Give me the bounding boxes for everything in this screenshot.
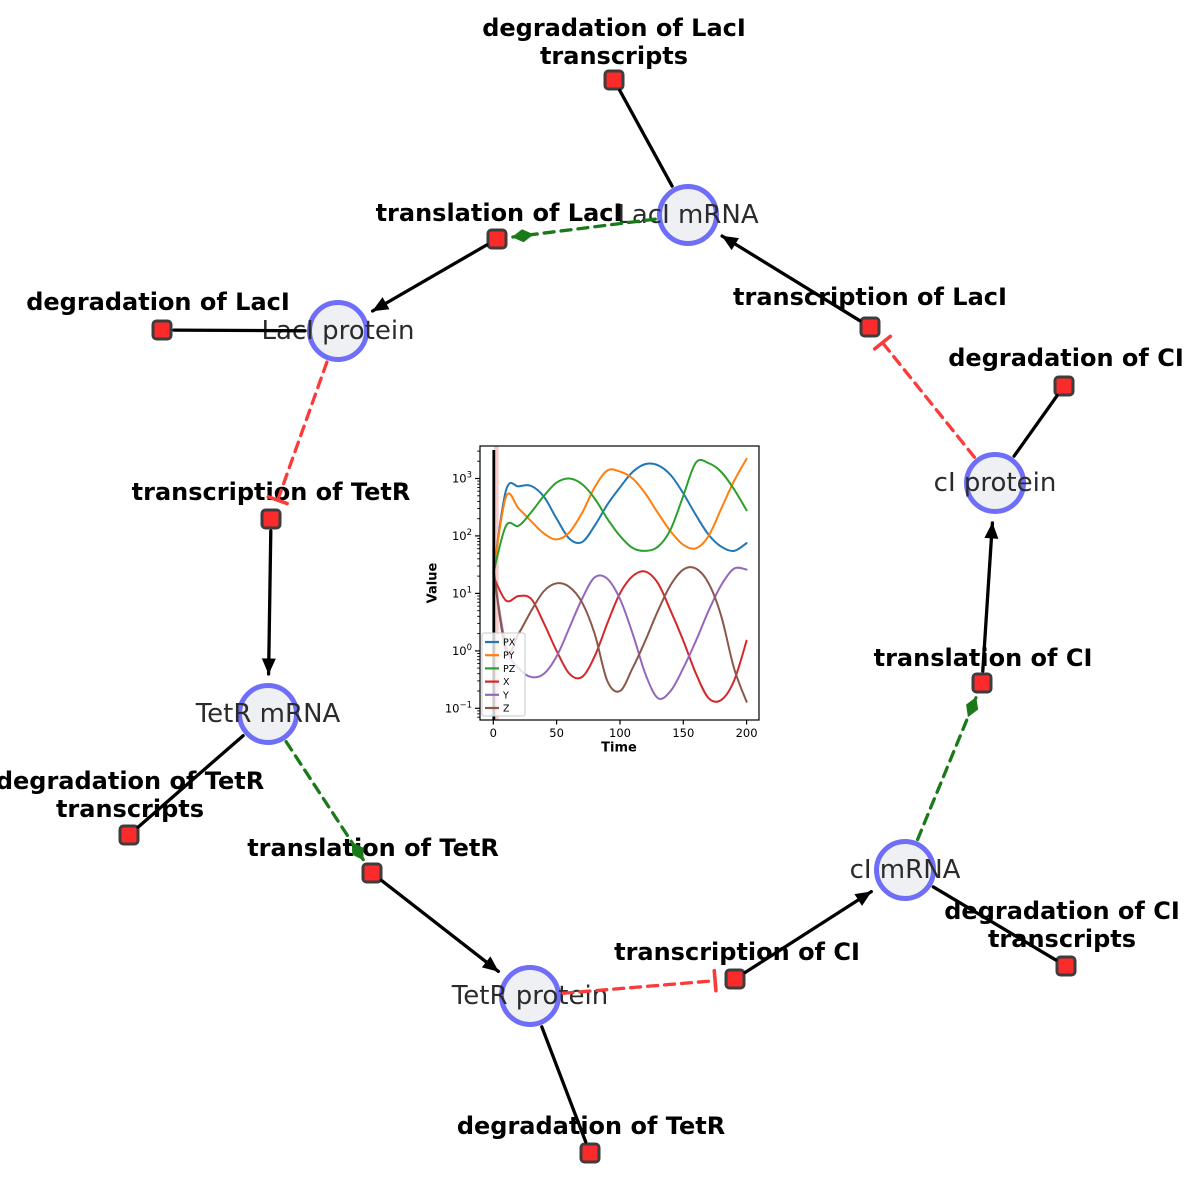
reaction-node-transl-tetR bbox=[361, 862, 383, 884]
reaction-node-deg-lacI bbox=[151, 319, 173, 341]
reaction-label-transl-lacI: translation of LacI bbox=[375, 199, 623, 227]
reaction-node-transl-lacI bbox=[486, 228, 508, 250]
reaction-label-transc-lacI: transcription of LacI bbox=[733, 283, 1007, 311]
legend-label-Y: Y bbox=[502, 690, 509, 701]
reaction-label-deg-cI: degradation of CI bbox=[948, 344, 1184, 372]
series-PY bbox=[492, 457, 748, 575]
y-axis-label: Value bbox=[425, 562, 441, 604]
legend-label-X: X bbox=[503, 677, 510, 688]
species-label-cI-mRNA: cI mRNA bbox=[849, 855, 961, 885]
species-node-lacI-mRNA bbox=[657, 184, 719, 246]
species-label-lacI-prot: LacI protein bbox=[261, 316, 415, 346]
reaction-node-deg-cI bbox=[1053, 375, 1075, 397]
reaction-label-transc-cI: transcription of CI bbox=[614, 938, 860, 966]
reaction-label-deg-cI-tr: transcripts bbox=[987, 925, 1137, 953]
reaction-label-deg-tetR-tr: transcripts bbox=[55, 795, 205, 823]
reaction-node-transl-cI bbox=[971, 672, 993, 694]
series-Z bbox=[492, 566, 748, 703]
y-tick-label: 102 bbox=[452, 528, 472, 543]
reaction-node-deg-lacI-tr bbox=[603, 69, 625, 91]
x-tick-label: 200 bbox=[736, 726, 758, 740]
species-label-cI-prot: cI protein bbox=[933, 468, 1057, 498]
legend-label-PZ: PZ bbox=[503, 664, 516, 675]
series-PX bbox=[492, 462, 748, 575]
x-tick-label: 150 bbox=[672, 726, 694, 740]
reaction-label-deg-lacI-tr: degradation of LacI bbox=[482, 14, 746, 42]
y-tick-label: 103 bbox=[452, 471, 472, 486]
species-node-cI-prot bbox=[964, 452, 1026, 514]
series-Y bbox=[492, 566, 748, 701]
species-node-lacI-prot bbox=[307, 300, 369, 362]
x-tick-label: 100 bbox=[609, 726, 631, 740]
y-tick-label: 100 bbox=[452, 643, 472, 658]
reaction-node-deg-cI-tr bbox=[1055, 955, 1077, 977]
y-tick-label: 101 bbox=[452, 585, 472, 600]
series-PZ bbox=[492, 458, 748, 575]
reaction-label-deg-lacI: degradation of LacI bbox=[26, 288, 290, 316]
x-axis-label: Time bbox=[601, 740, 637, 756]
reaction-node-transc-tetR bbox=[260, 508, 282, 530]
reaction-label-transl-tetR: translation of TetR bbox=[247, 834, 499, 862]
y-tick-label: 10−1 bbox=[445, 700, 472, 715]
species-node-cI-mRNA bbox=[874, 839, 936, 901]
legend-label-PX: PX bbox=[503, 638, 516, 649]
x-tick-label: 0 bbox=[490, 726, 497, 740]
legend-label-Z: Z bbox=[503, 704, 510, 715]
inset-time-series-chart: 0 50 100 150 200 10−1 100 101 102 103 PX PY PZ X Y Z Ti… bbox=[420, 430, 780, 770]
species-label-tetR-mRNA: TetR mRNA bbox=[195, 699, 341, 729]
reaction-label-deg-cI-tr: degradation of CI bbox=[944, 897, 1180, 925]
reaction-node-transc-lacI bbox=[859, 316, 881, 338]
reaction-label-deg-tetR: degradation of TetR bbox=[456, 1112, 726, 1140]
reaction-node-deg-tetR bbox=[579, 1142, 601, 1164]
reaction-node-deg-tetR-tr bbox=[118, 824, 140, 846]
x-tick-label: 50 bbox=[549, 726, 564, 740]
reaction-node-transc-cI bbox=[724, 968, 746, 990]
chart-canvas: 0 50 100 150 200 10−1 100 101 102 103 PX PY PZ XYZ bbox=[445, 445, 760, 740]
reaction-label-transc-tetR: transcription of TetR bbox=[131, 478, 411, 506]
species-node-tetR-mRNA bbox=[237, 683, 299, 745]
reaction-label-deg-tetR-tr: degradation of TetR bbox=[0, 767, 265, 795]
reaction-label-transl-cI: translation of CI bbox=[873, 644, 1093, 672]
legend-label-PY: PY bbox=[503, 651, 515, 662]
species-label-tetR-prot: TetR protein bbox=[451, 981, 609, 1011]
reaction-label-deg-lacI-tr: transcripts bbox=[539, 42, 689, 70]
species-label-lacI-mRNA: LacI mRNA bbox=[617, 200, 759, 230]
species-node-tetR-prot bbox=[499, 965, 561, 1027]
